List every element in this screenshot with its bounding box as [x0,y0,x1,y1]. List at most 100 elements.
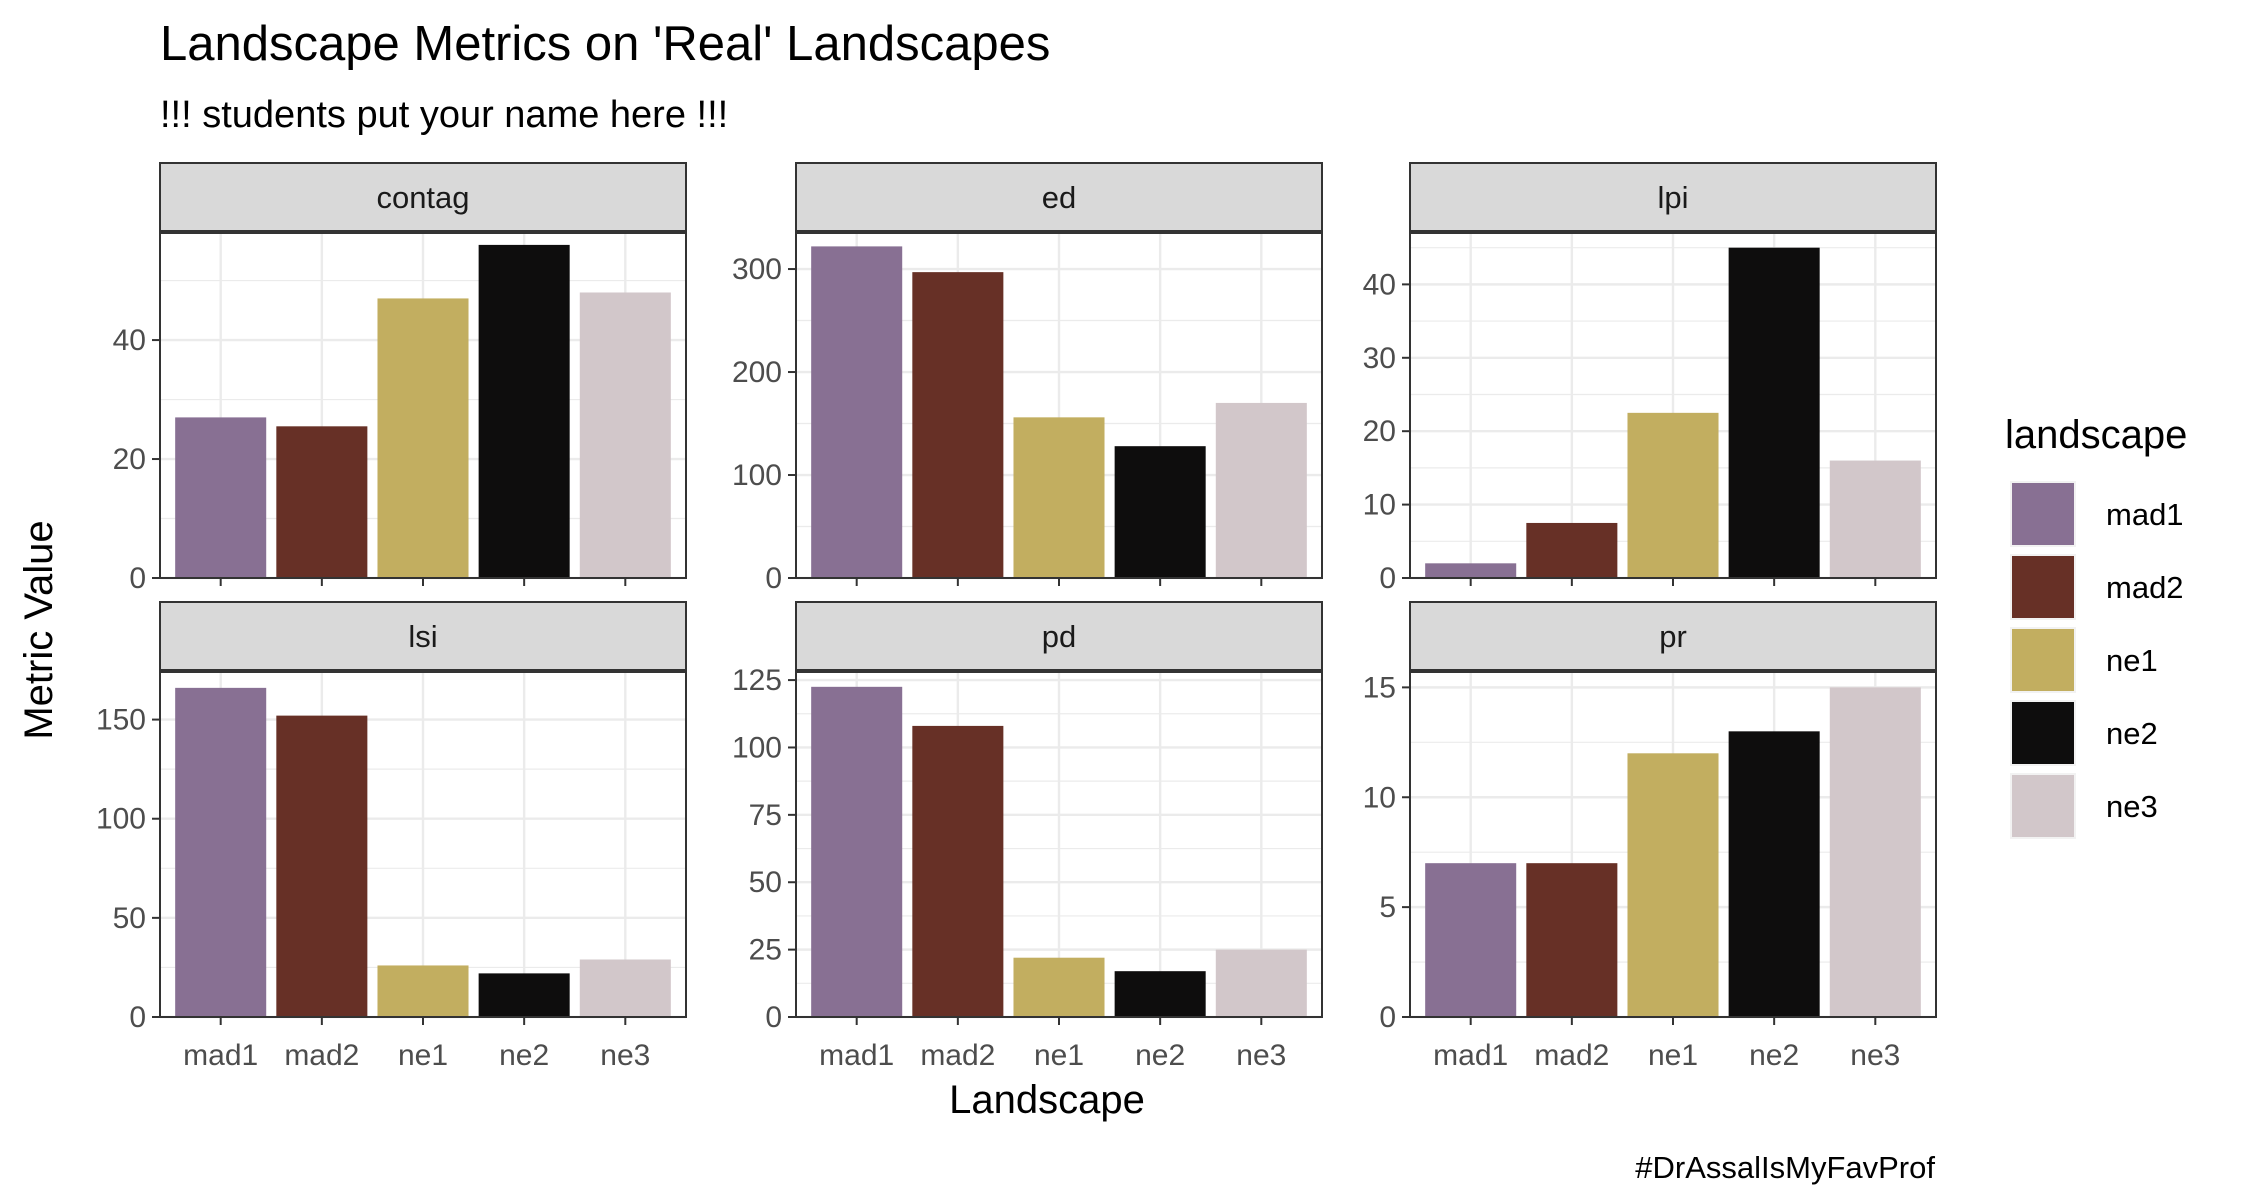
bar-lpi-ne3 [1829,460,1921,578]
y-tick-label: 20 [1363,415,1396,448]
legend-label-mad1: mad1 [2106,497,2184,532]
x-axis-label: Landscape [949,1078,1145,1122]
bar-pd-mad2 [912,725,1004,1017]
y-tick-label: 100 [96,803,146,836]
bar-contag-ne3 [579,292,671,578]
legend-label-ne1: ne1 [2106,643,2158,678]
facet-strip-label: ed [1042,180,1076,215]
legend-key-mad2 [2012,556,2074,618]
y-tick-label: 0 [765,1001,782,1034]
y-tick-label: 15 [1363,671,1396,704]
chart-title: Landscape Metrics on 'Real' Landscapes [160,17,1050,71]
facet-strip [795,601,1323,671]
x-tick-label: ne1 [1648,1039,1698,1072]
x-tick-label: mad2 [284,1039,359,1072]
bar-pd-ne2 [1114,971,1206,1017]
x-tick-label: mad1 [183,1039,258,1072]
y-tick-label: 75 [749,799,782,832]
bar-contag-mad2 [276,426,368,578]
bar-ed-ne3 [1215,402,1307,578]
legend-label-ne2: ne2 [2106,716,2158,751]
bar-contag-mad1 [175,417,267,578]
bar-pr-mad1 [1425,863,1517,1017]
bar-contag-ne1 [377,298,469,578]
y-tick-label: 20 [113,443,146,476]
bar-lpi-mad1 [1425,563,1517,578]
bar-ed-ne2 [1114,446,1206,578]
y-tick-label: 150 [96,704,146,737]
bar-pr-mad2 [1526,863,1618,1017]
y-tick-label: 40 [1363,268,1396,301]
y-tick-label: 200 [732,356,782,389]
facet-strip-label: pd [1042,619,1076,654]
x-tick-label: ne2 [1749,1039,1799,1072]
legend-title: landscape [2005,413,2187,457]
facet-strip-label: contag [376,180,469,215]
facet-lsi: 0 50 100 150 mad1 mad2 ne1 ne2 ne3 lsi [96,601,687,1072]
x-tick-label: ne3 [600,1039,650,1072]
bar-ed-mad1 [811,246,903,578]
y-tick-label: 100 [732,459,782,492]
legend: landscape mad1 mad2 ne1 ne2 ne3 [2005,413,2187,839]
legend-key-ne3 [2012,775,2074,837]
bar-pr-ne3 [1829,687,1921,1017]
legend-key-mad1 [2012,483,2074,545]
facet-strip-label: lsi [408,619,437,654]
bar-lsi-mad1 [175,687,267,1017]
y-tick-label: 100 [732,731,782,764]
bar-lpi-mad2 [1526,522,1618,578]
y-tick-label: 40 [113,324,146,357]
facet-strip-label: lpi [1657,180,1688,215]
facet-strip [159,162,687,232]
x-tick-label: ne3 [1236,1039,1286,1072]
x-tick-label: ne3 [1850,1039,1900,1072]
bar-contag-ne2 [478,244,570,578]
x-tick-label: ne2 [1135,1039,1185,1072]
y-tick-label: 125 [732,664,782,697]
bar-pd-ne3 [1215,949,1307,1017]
facet-strip [159,601,687,671]
y-tick-label: 300 [732,253,782,286]
x-tick-label: mad2 [1534,1039,1609,1072]
y-tick-label: 0 [765,562,782,595]
facet-strip-label: pr [1659,619,1687,654]
legend-key-ne2 [2012,702,2074,764]
x-tick-label: mad1 [1433,1039,1508,1072]
legend-key-ne1 [2012,629,2074,691]
bar-pd-mad1 [811,686,903,1017]
y-tick-label: 50 [113,902,146,935]
bar-pd-ne1 [1013,957,1105,1017]
y-tick-label: 0 [1379,1001,1396,1034]
facet-strip [795,162,1323,232]
bar-lsi-ne2 [478,973,570,1017]
bar-lsi-ne3 [579,959,671,1017]
bar-lpi-ne2 [1728,247,1820,578]
y-tick-label: 50 [749,866,782,899]
facet-contag: 0 20 40 contag [113,162,687,595]
bar-lsi-mad2 [276,715,368,1017]
bar-lpi-ne1 [1627,412,1719,578]
facet-ed: 0 100 200 300 ed [732,162,1323,595]
y-tick-label: 0 [1379,562,1396,595]
bar-pr-ne2 [1728,731,1820,1017]
bar-ed-ne1 [1013,417,1105,578]
bar-pr-ne1 [1627,753,1719,1017]
bar-ed-mad2 [912,272,1004,578]
y-tick-label: 0 [129,562,146,595]
facet-pd: 0 25 50 75 100 125 mad1 mad2 ne1 ne2 ne3 pd [732,601,1323,1072]
x-tick-label: ne1 [1034,1039,1084,1072]
legend-label-ne3: ne3 [2106,789,2158,824]
y-tick-label: 25 [749,934,782,967]
bar-lsi-ne1 [377,965,469,1017]
y-axis-label: Metric Value [17,520,61,739]
y-tick-label: 10 [1363,489,1396,522]
x-tick-label: mad2 [920,1039,995,1072]
facet-lpi: 0 10 20 30 40 lpi [1363,162,1937,595]
x-tick-label: ne2 [499,1039,549,1072]
facet-strip [1409,601,1937,671]
x-tick-label: ne1 [398,1039,448,1072]
chart-caption: #DrAssalIsMyFavProf [1635,1150,1935,1185]
x-tick-label: mad1 [819,1039,894,1072]
